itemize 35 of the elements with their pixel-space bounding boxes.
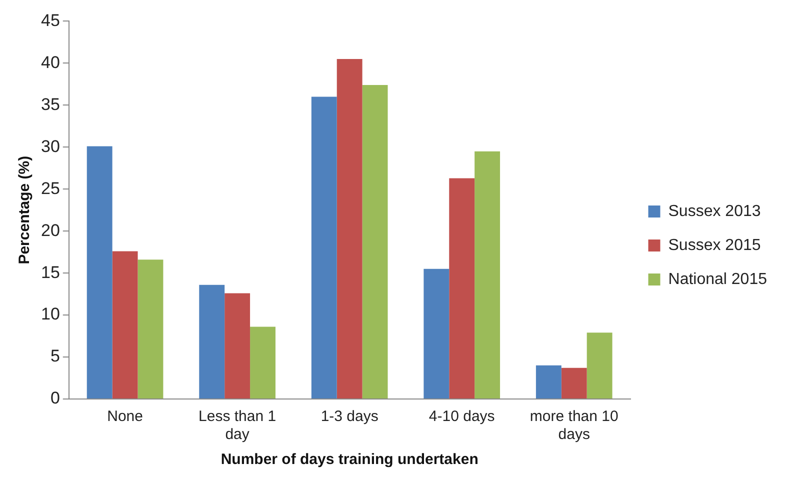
bar <box>561 368 587 398</box>
x-tick-label: 1-3 days <box>320 408 378 426</box>
bar <box>474 151 500 398</box>
x-tick-label: more than 10 days <box>530 408 618 444</box>
y-tick-label: 45 <box>40 10 60 30</box>
bar <box>536 365 562 398</box>
bar <box>86 146 112 398</box>
legend-label: Sussex 2013 <box>668 202 761 220</box>
legend-label: Sussex 2015 <box>668 236 761 254</box>
bar <box>424 268 450 398</box>
y-tick-label: 0 <box>50 388 60 408</box>
y-tick-label: 35 <box>40 94 60 114</box>
x-tick-label: None <box>107 408 143 426</box>
legend-label: National 2015 <box>668 270 768 288</box>
x-tick-label: 4-10 days <box>428 408 495 426</box>
y-tick-label: 25 <box>40 178 60 198</box>
y-tick-label: 15 <box>40 262 60 282</box>
bar <box>336 58 362 398</box>
bar <box>362 85 388 398</box>
bar <box>224 293 250 398</box>
bar <box>250 326 276 398</box>
x-axis-title: Number of days training undertaken <box>220 451 478 468</box>
y-axis-title: Percentage (%) <box>16 156 34 264</box>
x-tick-label: Less than 1 day <box>198 408 276 444</box>
y-tick-label: 40 <box>40 52 60 72</box>
bar <box>449 178 475 398</box>
bar <box>199 284 225 398</box>
y-tick-label: 5 <box>50 346 60 366</box>
bar <box>586 332 612 398</box>
bar <box>138 260 164 398</box>
y-tick-label: 20 <box>40 220 60 240</box>
y-tick-label: 30 <box>40 136 60 156</box>
bar <box>311 96 337 398</box>
bar <box>112 251 138 398</box>
y-tick-label: 10 <box>40 304 60 324</box>
